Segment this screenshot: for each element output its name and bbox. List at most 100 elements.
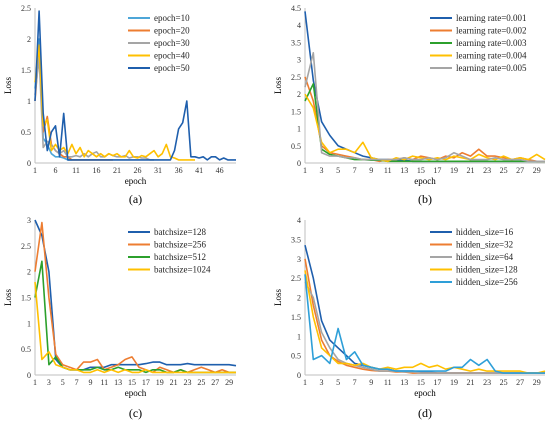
x-tick-label: 25	[500, 166, 508, 175]
legend-entry: epoch=20	[154, 26, 190, 36]
panel-label: (a)	[129, 192, 142, 206]
x-tick-label: 19	[450, 166, 458, 175]
x-tick-label: 1	[33, 378, 37, 387]
y-tick-label: 4.5	[291, 4, 301, 13]
x-tick-label: 13	[400, 378, 408, 387]
legend-entry: learning rate=0.003	[456, 38, 527, 48]
y-tick-label: 4	[297, 216, 301, 225]
y-tick-label: 2.5	[21, 4, 31, 13]
x-tick-label: 29	[225, 378, 233, 387]
x-tick-label: 17	[433, 166, 441, 175]
legend-entry: hidden_size=16	[456, 227, 514, 237]
x-tick-label: 46	[216, 166, 224, 175]
x-tick-label: 7	[353, 378, 357, 387]
series-line	[34, 281, 236, 374]
y-axis-title: Loss	[3, 289, 13, 307]
x-tick-label: 19	[450, 378, 458, 387]
series-line	[304, 51, 545, 163]
panel-a-chart: 00.511.522.51 6 11 16 21 26 31 36 41 46epochLosse…	[3, 4, 236, 206]
x-tick-label: 29	[533, 378, 541, 387]
x-tick-label: 27	[211, 378, 219, 387]
y-tick-label: 1.5	[291, 313, 301, 322]
y-tick-label: 2.5	[21, 242, 31, 251]
series-line	[34, 260, 236, 374]
y-tick-label: 3.5	[291, 38, 301, 47]
x-tick-label: 5	[61, 378, 65, 387]
y-axis-title: Loss	[273, 289, 283, 307]
y-tick-label: 0	[27, 159, 31, 168]
series-line	[304, 274, 545, 374]
x-tick-label: 11	[100, 378, 108, 387]
panel-c-chart: 00.511.522.531 3 5 7 9 11 13 15 17 19 21 23 25 27 29ep…	[3, 216, 237, 420]
x-tick-label: 21	[170, 378, 178, 387]
y-tick-label: 1.5	[21, 294, 31, 303]
legend-entry: epoch=30	[154, 38, 190, 48]
y-tick-label: 1.5	[21, 66, 31, 75]
legend-entry: epoch=40	[154, 51, 190, 61]
x-tick-label: 19	[156, 378, 164, 387]
panel-b-chart: 00.511.522.533.544.51 3 5 7 9 11 13 15 17 19 21 23 2…	[273, 4, 546, 206]
y-tick-label: 3	[297, 56, 301, 65]
x-tick-label: 1	[303, 166, 307, 175]
legend-entry: batchsize=512	[154, 252, 206, 262]
x-tick-label: 25	[500, 378, 508, 387]
legend-entry: batchsize=128	[154, 227, 207, 237]
x-tick-label: 26	[134, 166, 142, 175]
y-tick-label: 2	[27, 268, 31, 277]
x-tick-label: 21	[467, 166, 475, 175]
x-tick-label: 9	[369, 166, 373, 175]
x-tick-label: 7	[75, 378, 79, 387]
y-axis-title: Loss	[3, 77, 13, 95]
series-line	[304, 281, 545, 374]
y-tick-label: 2	[297, 294, 301, 303]
x-tick-label: 17	[142, 378, 150, 387]
legend-entry: learning rate=0.001	[456, 13, 527, 23]
series-line	[304, 270, 546, 374]
series-line	[304, 76, 545, 163]
x-tick-label: 3	[47, 378, 51, 387]
x-tick-label: 36	[175, 166, 183, 175]
x-tick-label: 3	[320, 166, 324, 175]
y-tick-label: 3	[297, 255, 301, 264]
x-axis-title: epoch	[125, 176, 147, 186]
x-tick-label: 13	[114, 378, 122, 387]
y-tick-label: 4	[297, 21, 301, 30]
legend-entry: epoch=50	[154, 63, 190, 73]
legend-entry: batchsize=1024	[154, 265, 211, 275]
y-tick-label: 2.5	[291, 274, 301, 283]
y-tick-label: 0.5	[21, 345, 31, 354]
y-tick-label: 3.5	[291, 235, 301, 244]
series-line	[34, 221, 236, 374]
x-tick-label: 21	[113, 166, 121, 175]
y-tick-label: 1	[27, 319, 31, 328]
series-line	[34, 44, 195, 161]
panel-label: (d)	[418, 406, 432, 420]
x-tick-label: 1	[33, 166, 37, 175]
x-tick-label: 3	[320, 378, 324, 387]
legend-entry: learning rate=0.004	[456, 51, 527, 61]
x-tick-label: 17	[433, 378, 441, 387]
y-tick-label: 1.5	[291, 107, 301, 116]
y-tick-label: 1	[297, 125, 301, 134]
y-tick-label: 0	[297, 371, 301, 380]
series-line	[304, 258, 545, 374]
x-tick-label: 11	[384, 166, 392, 175]
x-tick-label: 25	[197, 378, 205, 387]
x-tick-label: 31	[154, 166, 162, 175]
legend-entry: batchsize=256	[154, 240, 207, 250]
x-tick-label: 1	[303, 378, 307, 387]
x-tick-label: 5	[336, 166, 340, 175]
x-tick-label: 15	[417, 166, 425, 175]
y-tick-label: 1	[27, 97, 31, 106]
series-line	[304, 93, 546, 163]
x-tick-label: 23	[483, 166, 491, 175]
x-axis-title: epoch	[414, 388, 436, 398]
panel-label: (c)	[129, 406, 142, 420]
y-tick-label: 0	[27, 371, 31, 380]
legend-entry: hidden_size=256	[456, 277, 518, 287]
x-tick-label: 16	[93, 166, 101, 175]
y-tick-label: 0.5	[291, 142, 301, 151]
x-tick-label: 11	[384, 378, 392, 387]
x-tick-label: 5	[336, 378, 340, 387]
x-tick-label: 23	[483, 378, 491, 387]
